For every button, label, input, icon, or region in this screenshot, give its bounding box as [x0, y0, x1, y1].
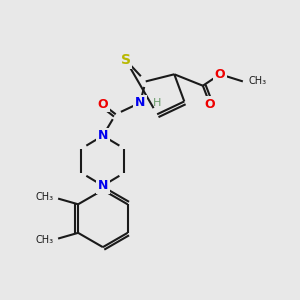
- Text: CH₃: CH₃: [36, 192, 54, 202]
- Text: O: O: [98, 98, 108, 111]
- Text: CH₃: CH₃: [36, 235, 54, 245]
- Text: H: H: [153, 98, 161, 108]
- Text: N: N: [98, 179, 108, 192]
- Text: O: O: [215, 68, 225, 81]
- Text: N: N: [135, 96, 145, 110]
- Text: CH₃: CH₃: [249, 76, 267, 86]
- Text: N: N: [98, 129, 108, 142]
- Text: S: S: [121, 53, 131, 67]
- Text: O: O: [205, 98, 215, 111]
